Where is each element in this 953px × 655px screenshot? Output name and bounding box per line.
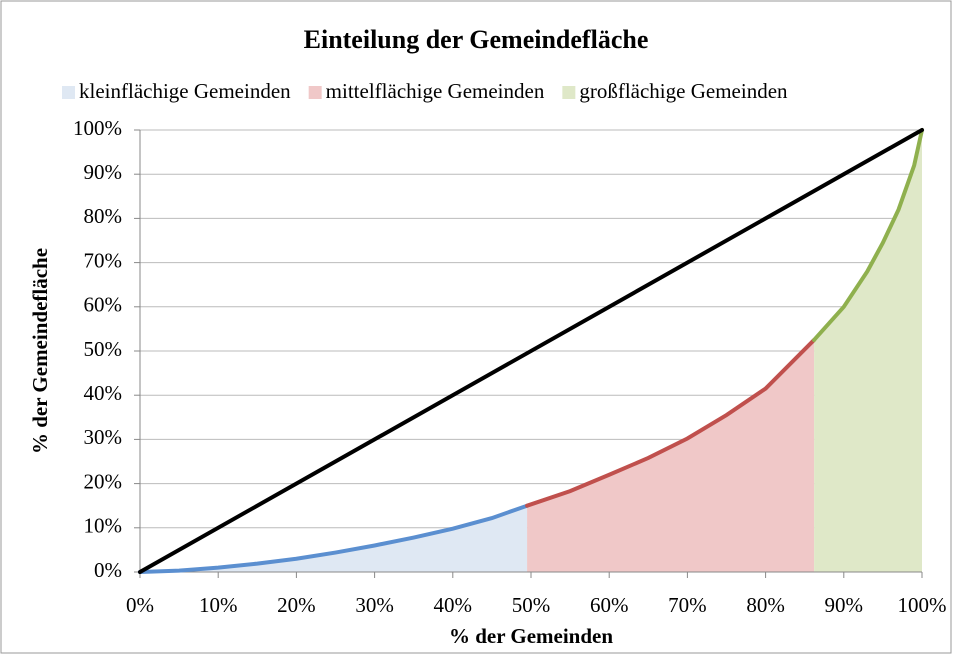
x-tick-label: 20% [277,593,316,617]
y-tick-label: 20% [84,469,123,493]
legend-label: großflächige Gemeinden [579,79,788,103]
legend-label: mittelflächige Gemeinden [326,79,545,103]
legend-swatch [62,86,75,99]
x-tick-label: 10% [199,593,238,617]
line [525,337,817,508]
y-tick-label: 90% [84,160,123,184]
y-tick-label: 60% [84,293,123,317]
x-tick-label: 40% [434,593,473,617]
x-tick-label: 90% [825,593,864,617]
legend-swatch [562,86,576,99]
y-tick-label: 80% [84,204,123,228]
area [140,505,528,572]
legend-label: kleinflächige Gemeinden [79,79,291,103]
y-tick-label: 50% [84,337,123,361]
chart-title: Einteilung der Gemeindefläche [304,25,649,54]
line [138,503,530,574]
y-axis-label: % der Gemeindefläche [28,248,52,454]
area [814,130,922,572]
legend-swatch [308,86,322,99]
x-tick-label: 60% [590,593,629,617]
y-tick-label: 10% [84,514,123,538]
y-tick-label: 100% [73,116,122,140]
x-tick-label: 100% [898,593,947,617]
x-tick-label: 30% [355,593,394,617]
y-tick-label: 0% [94,558,122,582]
area [527,339,815,572]
x-axis-label: % der Gemeinden [449,624,613,648]
x-tick-label: 50% [512,593,551,617]
line [812,128,924,342]
x-tick-label: 70% [668,593,707,617]
line [138,128,924,574]
y-tick-label: 70% [84,248,123,272]
y-tick-label: 40% [84,381,123,405]
x-tick-label: 0% [126,593,154,617]
y-tick-label: 30% [84,425,123,449]
x-tick-label: 80% [746,593,785,617]
